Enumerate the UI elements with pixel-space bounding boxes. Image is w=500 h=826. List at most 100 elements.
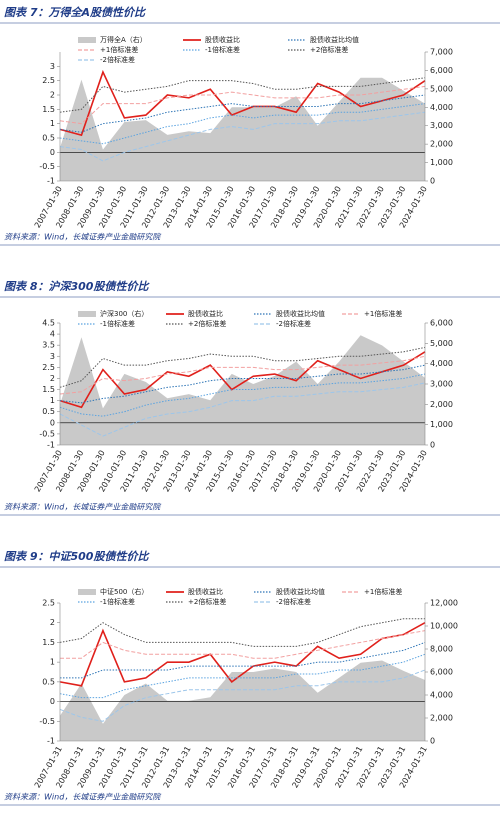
y-tick-label: 2 — [50, 374, 55, 383]
y-tick-label: -0.5 — [39, 162, 55, 171]
legend-label: +2倍标准差 — [188, 319, 226, 328]
series-line — [59, 382, 426, 437]
legend-label: -1倍标准差 — [100, 597, 135, 606]
legend-label: 股债收益比 — [205, 35, 240, 44]
series-line — [59, 103, 426, 145]
y2-tick-label: 2,000 — [430, 714, 453, 723]
y-tick-label: 1 — [50, 658, 55, 667]
y-tick-label: 0.5 — [42, 407, 55, 416]
y-tick-label: 1.5 — [42, 638, 55, 647]
series-line — [59, 373, 426, 417]
index-area — [60, 77, 425, 181]
y2-tick-label: 10,000 — [430, 622, 458, 631]
y-tick-label: 2.5 — [42, 363, 55, 372]
y-tick-label: -1 — [47, 737, 55, 746]
y-tick-label: 0 — [50, 418, 55, 427]
source-note: 资料来源：Wind，长城证券产业金融研究院 — [4, 233, 162, 242]
series-line — [59, 346, 426, 388]
chart-title: 图表 7：万得全A股债性价比 — [4, 6, 147, 19]
y-tick-label: 0 — [50, 148, 55, 157]
legend-label: 万得全A（右） — [100, 35, 147, 44]
legend-label: -2倍标准差 — [276, 597, 311, 606]
legend-label: 股债收益比均值 — [276, 309, 325, 318]
y2-tick-label: 12,000 — [430, 599, 458, 608]
series-line — [59, 69, 426, 137]
legend-label: 股债收益比 — [188, 587, 223, 596]
y2-tick-label: 2,000 — [430, 140, 453, 149]
series-line — [59, 618, 425, 647]
legend-label: -1倍标准差 — [100, 319, 135, 328]
y2-tick-label: 7,000 — [430, 48, 453, 57]
legend-swatch — [78, 37, 96, 43]
series-line — [59, 669, 426, 722]
y-tick-label: -0.5 — [39, 717, 55, 726]
series-line — [59, 622, 426, 687]
y-tick-label: 2 — [50, 91, 55, 100]
y-tick-label: 0 — [50, 697, 55, 706]
y-tick-label: 2.5 — [42, 76, 55, 85]
y2-tick-label: 4,000 — [430, 359, 453, 368]
legend-label: -2倍标准差 — [100, 55, 135, 64]
source-note: 资料来源：Wind，长城证券产业金融研究院 — [4, 793, 162, 802]
y2-tick-label: 6,000 — [430, 668, 453, 677]
series-line — [59, 355, 426, 395]
y-tick-label: 0.5 — [42, 677, 55, 686]
series-line — [59, 111, 426, 162]
y-tick-label: 1 — [50, 396, 55, 405]
y-tick-label: 0.5 — [42, 134, 55, 143]
y-tick-label: -0.5 — [39, 429, 55, 438]
y2-tick-label: 0 — [430, 737, 435, 746]
chart-title: 图表 9：中证500股债性价比 — [4, 550, 150, 563]
legend-label: +2倍标准差 — [310, 45, 348, 54]
y2-tick-label: 6,000 — [430, 319, 453, 328]
y-tick-label: 3.5 — [42, 341, 55, 350]
y-tick-label: 1.5 — [42, 105, 55, 114]
y-tick-label: 3 — [50, 62, 55, 71]
series-line — [59, 364, 426, 404]
legend-label: +1倍标准差 — [100, 45, 138, 54]
legend-label: +2倍标准差 — [188, 597, 226, 606]
legend-label: +1倍标准差 — [364, 309, 402, 318]
series-line — [59, 94, 426, 133]
series-line — [60, 630, 426, 659]
legend-label: -1倍标准差 — [205, 45, 240, 54]
y-tick-label: -1 — [47, 441, 55, 450]
y2-tick-label: 5,000 — [430, 339, 453, 348]
y2-tick-label: 4,000 — [430, 691, 453, 700]
legend-label: 中证500（右） — [100, 587, 148, 596]
series-line — [59, 85, 426, 125]
y2-tick-label: 6,000 — [430, 66, 453, 75]
y-tick-label: 4.5 — [42, 319, 55, 328]
y2-tick-label: 5,000 — [430, 84, 453, 93]
index-area — [60, 660, 425, 741]
y2-tick-label: 8,000 — [430, 645, 453, 654]
y-tick-label: 2.5 — [42, 599, 55, 608]
y-tick-label: 4 — [50, 330, 55, 339]
y2-tick-label: 0 — [430, 177, 435, 186]
chart-title: 图表 8：沪深300股债性价比 — [4, 280, 150, 293]
y2-tick-label: 4,000 — [430, 103, 453, 112]
y-tick-label: 1.5 — [42, 385, 55, 394]
y2-tick-label: 3,000 — [430, 380, 453, 389]
index-area — [60, 335, 425, 445]
series-line — [60, 641, 426, 679]
y2-tick-label: 1,000 — [430, 158, 453, 167]
series-line — [59, 351, 426, 409]
y2-tick-label: 3,000 — [430, 121, 453, 130]
y2-tick-label: 2,000 — [430, 400, 453, 409]
y-tick-label: 3 — [50, 352, 55, 361]
legend-swatch — [78, 311, 96, 317]
legend-swatch — [78, 589, 96, 595]
y-tick-label: 1 — [50, 119, 55, 128]
legend-label: +1倍标准差 — [364, 587, 402, 596]
y-tick-label: -1 — [47, 177, 55, 186]
legend-label: 股债收益比 — [188, 309, 223, 318]
legend-label: 沪深300（右） — [100, 309, 148, 318]
legend-label: -2倍标准差 — [276, 319, 311, 328]
y2-tick-label: 1,000 — [430, 420, 453, 429]
legend-label: 股债收益比均值 — [310, 35, 359, 44]
legend-label: 股债收益比均值 — [276, 587, 325, 596]
y2-tick-label: 0 — [430, 441, 435, 450]
y-tick-label: 2 — [50, 618, 55, 627]
